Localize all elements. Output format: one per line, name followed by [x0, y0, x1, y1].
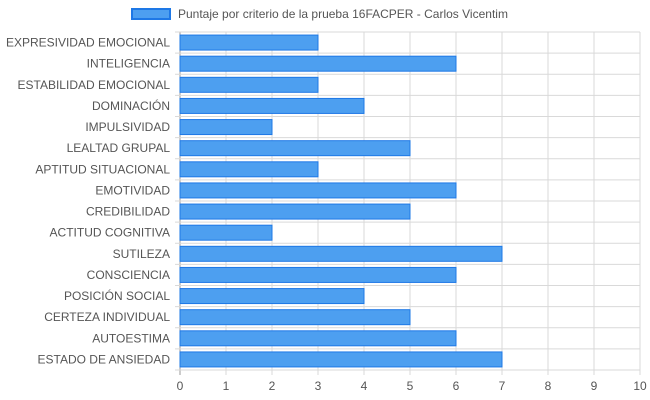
bar[interactable]	[179, 203, 411, 220]
category-label: EMOTIVIDAD	[95, 183, 170, 197]
category-label: INTELIGENCIA	[87, 57, 170, 71]
legend[interactable]: Puntaje por criterio de la prueba 16FACP…	[0, 6, 650, 26]
x-tick-label: 4	[361, 379, 368, 393]
bars	[179, 34, 503, 368]
x-tick-label: 5	[407, 379, 414, 393]
category-label: EXPRESIVIDAD EMOCIONAL	[6, 36, 170, 50]
category-label: ESTADO DE ANSIEDAD	[38, 352, 171, 366]
x-tick-label: 3	[315, 379, 322, 393]
category-label: POSICIÓN SOCIAL	[64, 288, 170, 303]
bar[interactable]	[179, 140, 411, 157]
x-tick-label: 7	[499, 379, 506, 393]
bar[interactable]	[179, 161, 319, 178]
legend-label: Puntaje por criterio de la prueba 16FACP…	[178, 7, 508, 21]
category-label: SUTILEZA	[113, 247, 170, 261]
x-tick-label: 8	[545, 379, 552, 393]
category-label: LEALTAD GRUPAL	[67, 141, 171, 155]
bar[interactable]	[179, 266, 457, 283]
category-label: ESTABILIDAD EMOCIONAL	[18, 78, 171, 92]
category-label: CREDIBILIDAD	[86, 205, 170, 219]
category-label: APTITUD SITUACIONAL	[35, 162, 170, 176]
category-label: DOMINACIÓN	[92, 98, 170, 113]
x-tick-label: 6	[453, 379, 460, 393]
bar[interactable]	[179, 288, 365, 305]
x-tick-label: 2	[269, 379, 276, 393]
bar[interactable]	[179, 224, 273, 241]
bar[interactable]	[179, 351, 503, 368]
bar[interactable]	[179, 309, 411, 326]
category-label: ACTITUD COGNITIVA	[50, 226, 170, 240]
x-tick-label: 1	[223, 379, 230, 393]
bar[interactable]	[179, 34, 319, 51]
grid-lines	[175, 31, 641, 375]
x-tick-label: 9	[591, 379, 598, 393]
bar[interactable]	[179, 330, 457, 347]
category-label: CONSCIENCIA	[87, 268, 170, 282]
bar[interactable]	[179, 76, 319, 93]
x-tick-label: 0	[177, 379, 184, 393]
category-label: AUTOESTIMA	[92, 331, 170, 345]
category-label: IMPULSIVIDAD	[85, 120, 170, 134]
bar[interactable]	[179, 119, 273, 136]
category-labels: EXPRESIVIDAD EMOCIONAL INTELIGENCIA ESTABI…	[6, 36, 170, 367]
bar[interactable]	[179, 55, 457, 72]
x-tick-labels: 0 1 2 3 4 5 6 7 8 9 10	[177, 379, 647, 393]
category-label: CERTEZA INDIVIDUAL	[44, 310, 170, 324]
x-tick-label: 10	[633, 379, 647, 393]
bar[interactable]	[179, 245, 503, 262]
bar[interactable]	[179, 182, 457, 199]
bar[interactable]	[179, 97, 365, 114]
legend-swatch	[131, 8, 171, 20]
